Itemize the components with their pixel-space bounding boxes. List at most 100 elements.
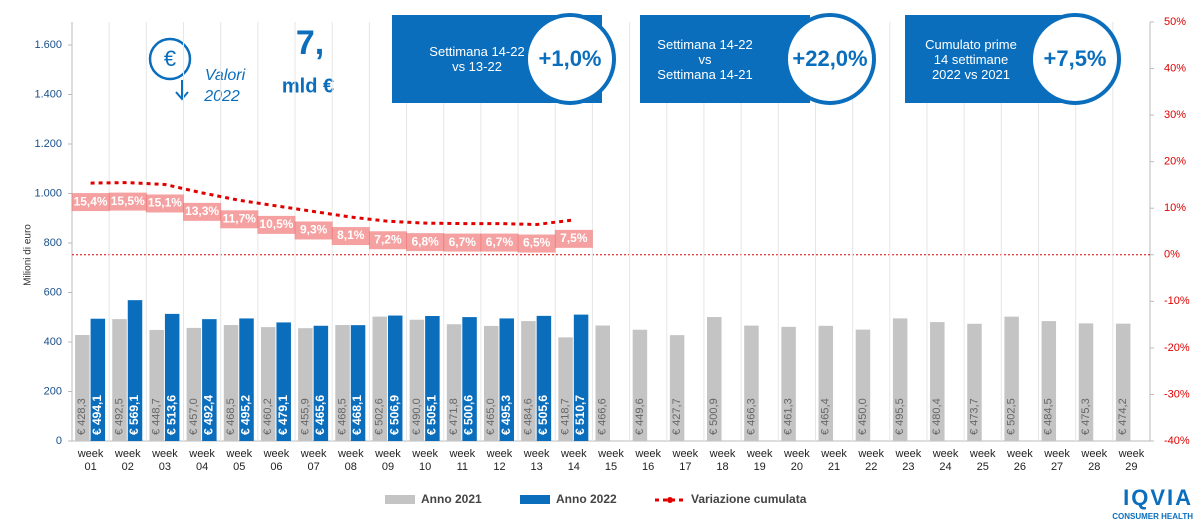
- line-label: 7,2%: [374, 232, 402, 246]
- x-tick-label: week 20: [784, 448, 810, 473]
- x-tick-label: week 03: [152, 448, 178, 473]
- bar-label: € 500,6: [462, 395, 476, 435]
- y2-tick-label: 30%: [1164, 109, 1186, 121]
- bar: [239, 318, 254, 441]
- bar-label: € 490,0: [411, 398, 423, 435]
- bar: [781, 326, 796, 441]
- line: [90, 181, 575, 227]
- bar-label: € 505,6: [536, 395, 550, 435]
- label-bg: [294, 221, 333, 240]
- info-value: +1,0%: [524, 13, 616, 105]
- bar-label: € 468,5: [336, 398, 348, 435]
- bar: [499, 318, 514, 441]
- bar-label: € 506,9: [387, 395, 401, 435]
- bar: [425, 315, 440, 441]
- info-value: +7,5%: [1029, 13, 1121, 105]
- line-label: 15,1%: [148, 196, 182, 210]
- bar: [313, 325, 329, 441]
- bar: [335, 325, 350, 441]
- bar: [387, 315, 403, 441]
- bar-label: € 468,5: [225, 398, 237, 435]
- bar: [892, 318, 908, 441]
- label-bg: [517, 234, 556, 253]
- headline-value: 7,: [296, 24, 324, 62]
- bar: [744, 325, 759, 441]
- bar-label: € 465,4: [820, 398, 832, 435]
- x-tick-label: week 14: [560, 448, 587, 473]
- bar: [1078, 323, 1094, 441]
- bar: [372, 316, 387, 441]
- label-bg: [480, 233, 519, 252]
- legend-label: Variazione cumulata: [691, 492, 807, 506]
- line-label: 13,3%: [185, 204, 219, 218]
- bar: [298, 328, 313, 441]
- info-value: +22,0%: [784, 13, 876, 105]
- bar-label: € 495,5: [894, 398, 906, 435]
- x-tick-label: week 25: [969, 448, 996, 473]
- logo-sub: CONSUMER HEALTH: [1112, 512, 1193, 521]
- line-label: 9,3%: [300, 223, 328, 237]
- bar: [930, 322, 945, 441]
- x-tick-label: week 17: [672, 448, 699, 473]
- note: Valori: [205, 67, 246, 84]
- bar-label: € 448,7: [151, 398, 163, 435]
- y2-tick-label: 10%: [1164, 202, 1186, 214]
- y2-tick-label: -20%: [1164, 342, 1190, 354]
- legend-swatch: [667, 497, 673, 503]
- x-tick-label: week 21: [821, 448, 847, 473]
- bar-label: € 500,9: [708, 398, 720, 435]
- bar-label: € 495,3: [499, 395, 513, 435]
- bar: [350, 325, 366, 441]
- x-tick-label: week 12: [486, 448, 513, 473]
- headline-unit: mld €: [282, 75, 334, 97]
- bar-label: € 569,1: [127, 395, 141, 435]
- box-text: Settimana 14-22: [657, 36, 753, 52]
- bar: [186, 327, 202, 441]
- y-tick-label: 400: [44, 336, 62, 348]
- label-bg: [183, 202, 222, 221]
- bar: [75, 335, 90, 441]
- bar-label: € 466,6: [597, 398, 609, 435]
- box-text: Settimana 14-21: [657, 66, 753, 82]
- x-tick-label: week 27: [1044, 448, 1070, 473]
- bar: [127, 300, 143, 441]
- bar-label: € 492,4: [202, 395, 216, 435]
- y-tick-label: 600: [44, 286, 62, 298]
- bar: [260, 327, 276, 441]
- y2-tick-label: -10%: [1164, 295, 1190, 307]
- label-bg: [406, 233, 445, 252]
- x-tick-label: week 10: [412, 448, 438, 473]
- note: 2022: [203, 88, 240, 105]
- x-tick-label: week 07: [300, 448, 327, 473]
- x-tick-label: week 05: [226, 448, 253, 473]
- bar-label: € 484,6: [522, 398, 534, 435]
- bar: [573, 314, 589, 441]
- bar: [818, 325, 834, 441]
- bar-label: € 502,6: [374, 398, 386, 435]
- label-bg: [368, 231, 407, 250]
- x-tick-label: week 02: [114, 448, 141, 473]
- bar-label: € 465,0: [485, 398, 497, 435]
- label-bg: [257, 215, 296, 234]
- y-tick-label: 1.200: [34, 138, 62, 150]
- y2-tick-label: 50%: [1164, 16, 1186, 28]
- box-text: 2022 vs 2021: [931, 66, 1011, 82]
- bar: [558, 337, 573, 441]
- box-text: Settimana 14-22: [429, 44, 525, 59]
- x-tick-label: week 09: [375, 448, 401, 473]
- legend-swatch: [520, 495, 550, 504]
- box-text: Cumulato prime: [925, 36, 1017, 52]
- x-tick-label: week 18: [709, 448, 736, 473]
- line-label: 11,7%: [223, 211, 257, 225]
- logo: IQVIA: [1123, 485, 1193, 510]
- euro-sign: €: [164, 46, 176, 71]
- y-label: Milioni di euro: [23, 224, 34, 286]
- bar-label: € 471,8: [448, 398, 460, 435]
- bar: [202, 319, 217, 441]
- bar-label: € 468,1: [350, 395, 364, 435]
- bar-label: € 479,1: [276, 395, 290, 435]
- info-box: Settimana 14-22 vs Settimana 14-21: [640, 15, 810, 103]
- bar: [149, 329, 164, 441]
- bar: [112, 319, 127, 441]
